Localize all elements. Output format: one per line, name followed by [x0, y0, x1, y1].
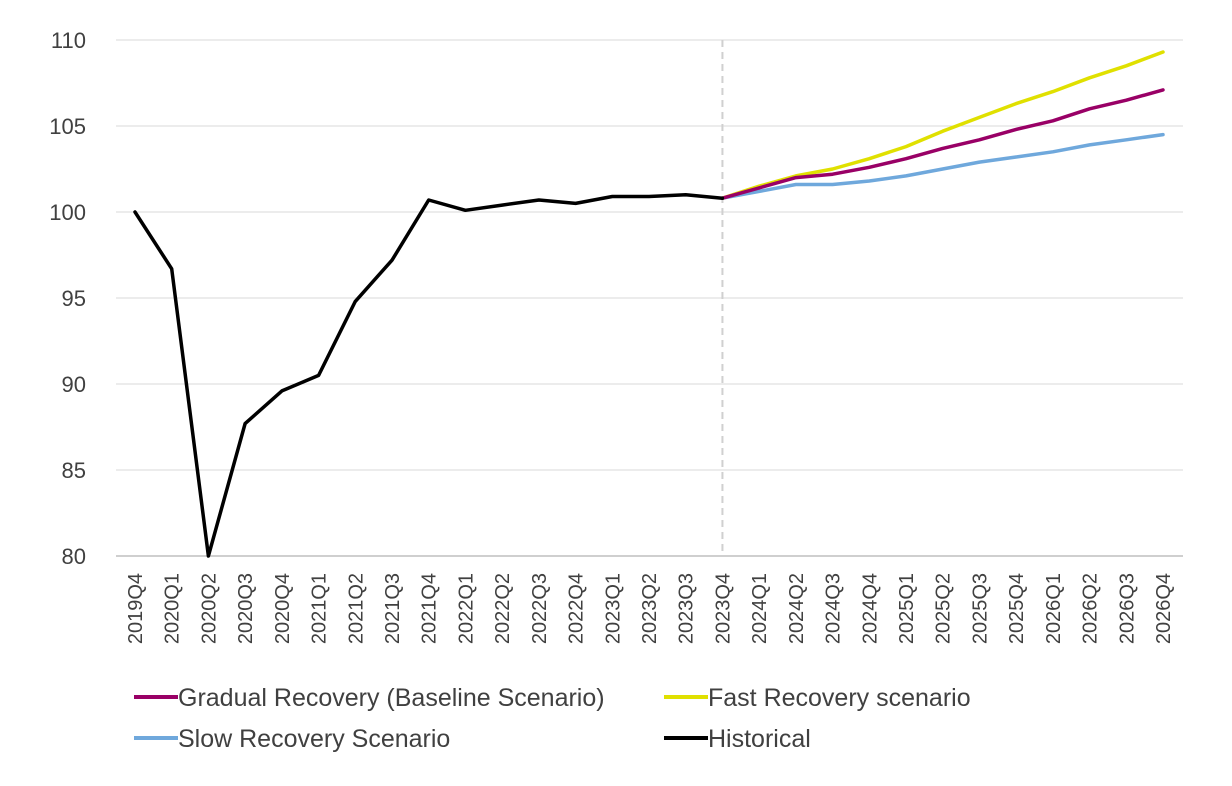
x-tick-label: 2020Q4 — [272, 573, 294, 644]
x-tick-label: 2024Q3 — [823, 573, 845, 644]
x-tick-label: 2019Q4 — [125, 573, 147, 644]
series-line-historical — [133, 193, 725, 558]
x-tick-label: 2020Q1 — [162, 573, 184, 644]
x-tick-label: 2021Q2 — [345, 573, 367, 644]
x-tick-label: 2023Q3 — [676, 573, 698, 644]
y-tick-label: 105 — [49, 114, 86, 139]
x-tick-label: 2026Q1 — [1043, 573, 1065, 644]
x-tick-label: 2024Q1 — [749, 573, 771, 644]
x-tick-label: 2023Q4 — [712, 573, 734, 644]
x-tick-label: 2026Q2 — [1080, 573, 1102, 644]
series-line-fast-recovery-scenario — [720, 50, 1165, 200]
x-tick-label: 2026Q3 — [1116, 573, 1138, 644]
y-tick-label: 110 — [51, 28, 86, 53]
gridlines — [116, 39, 1183, 471]
legend-label: Slow Recovery Scenario — [178, 725, 450, 753]
legend-label: Fast Recovery scenario — [708, 684, 971, 712]
x-tick-label: 2025Q4 — [1006, 573, 1028, 644]
x-tick-label: 2022Q1 — [455, 573, 477, 644]
x-tick-label: 2021Q1 — [309, 573, 331, 644]
x-tick-label: 2025Q2 — [933, 573, 955, 644]
x-tick-label: 2022Q3 — [529, 573, 551, 644]
legend-label: Historical — [708, 725, 811, 753]
x-tick-label: 2022Q4 — [566, 573, 588, 644]
series-line-gradual-recovery-baseline-scenario — [720, 88, 1165, 200]
axes: 80 85 90 95 100 105 110 2019Q4 2020Q1 2020Q2 2020Q… — [49, 28, 1183, 644]
x-tick-label: 2020Q2 — [198, 573, 220, 644]
y-tick-label: 100 — [49, 200, 86, 225]
series-line-slow-recovery-scenario — [720, 132, 1165, 200]
x-tick-label: 2020Q3 — [235, 573, 257, 644]
y-tick-label: 95 — [62, 286, 86, 311]
x-tick-label: 2024Q4 — [859, 573, 881, 644]
y-tick-label: 90 — [62, 372, 86, 397]
x-tick-label: 2023Q1 — [602, 573, 624, 644]
series-lines — [133, 50, 1165, 558]
x-tick-label: 2024Q2 — [786, 573, 808, 644]
x-tick-label: 2021Q3 — [382, 573, 404, 644]
x-tick-label: 2025Q1 — [896, 573, 918, 644]
x-tick-label: 2022Q2 — [492, 573, 514, 644]
x-tick-label: 2021Q4 — [419, 573, 441, 644]
x-tick-label: 2025Q3 — [969, 573, 991, 644]
x-tick-label: 2026Q4 — [1153, 573, 1175, 644]
y-tick-label: 80 — [62, 544, 86, 569]
y-tick-label: 85 — [62, 458, 86, 483]
legend-label: Gradual Recovery (Baseline Scenario) — [178, 684, 605, 712]
x-tick-label: 2023Q2 — [639, 573, 661, 644]
legend: Gradual Recovery (Baseline Scenario) Fast… — [134, 684, 971, 753]
